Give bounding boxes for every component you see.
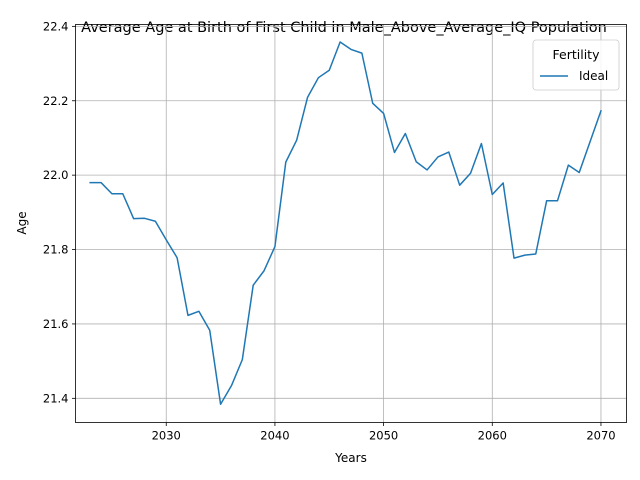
legend-title: Fertility xyxy=(553,47,601,62)
y-tick-label: 22.0 xyxy=(43,168,69,182)
x-tick-label: 2030 xyxy=(152,429,181,443)
y-axis-label: Age xyxy=(15,211,29,234)
y-tick-label: 22.4 xyxy=(43,19,69,33)
y-tick-label: 22.2 xyxy=(43,94,69,108)
x-tick-label: 2070 xyxy=(586,429,615,443)
y-tick-label: 21.6 xyxy=(43,317,69,331)
y-tick-label: 21.8 xyxy=(43,243,69,257)
x-tick-label: 2060 xyxy=(478,429,507,443)
y-tick-label: 21.4 xyxy=(43,391,69,405)
series-layer xyxy=(89,41,602,406)
legend-box xyxy=(532,39,620,91)
chart-title: Average Age at Birth of First Child in M… xyxy=(81,20,607,36)
legend-label-ideal: Ideal xyxy=(579,69,608,83)
x-axis-label: Years xyxy=(334,451,367,465)
series-line-ideal xyxy=(89,41,602,406)
plot-area-frame xyxy=(75,24,627,423)
grid-lines xyxy=(75,24,627,423)
y-axis-ticks: 21.4 21.6 21.8 22.0 22.2 22.4 xyxy=(43,19,76,405)
x-tick-label: 2040 xyxy=(260,429,289,443)
x-tick-label: 2050 xyxy=(369,429,398,443)
legend: Fertility Ideal xyxy=(532,39,620,91)
x-axis-ticks: 2030 2040 2050 2060 2070 xyxy=(152,422,616,443)
